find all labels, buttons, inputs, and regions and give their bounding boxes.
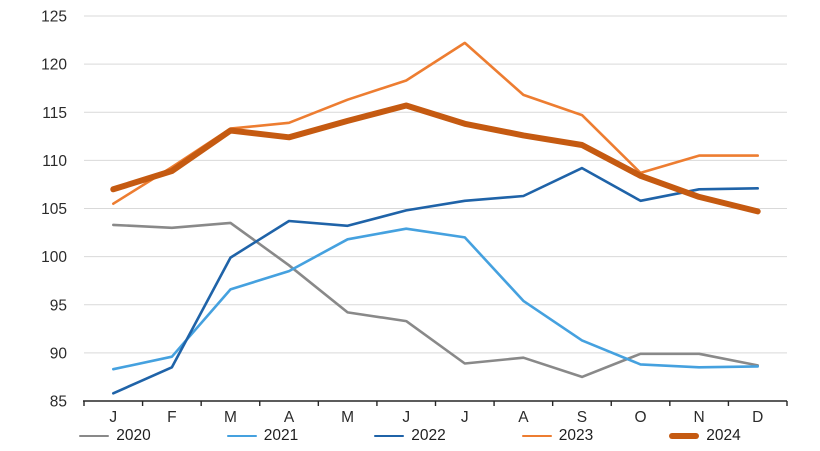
x-axis-month-label: A <box>284 409 295 424</box>
legend-label: 2021 <box>263 427 299 445</box>
x-axis-month-label: M <box>224 409 237 424</box>
legend-item-2022: 2022 <box>374 427 446 445</box>
y-axis-tick-label: 90 <box>50 345 68 362</box>
legend-label: 2020 <box>116 427 151 445</box>
legend-item-2021: 2021 <box>226 427 299 445</box>
y-axis-tick-label: 85 <box>50 394 67 411</box>
y-axis-tick-label: 110 <box>42 153 67 170</box>
x-axis-month-label: J <box>109 409 117 424</box>
x-axis-month-label: F <box>167 409 176 424</box>
x-axis-month-label: M <box>341 409 354 424</box>
legend-item-2020: 2020 <box>79 427 151 445</box>
series-line-2022 <box>112 166 760 395</box>
legend-label: 2024 <box>706 427 741 445</box>
legend-swatch-2021 <box>226 434 257 438</box>
x-axis-month-label: J <box>402 409 410 424</box>
legend-swatch-2022 <box>374 434 405 438</box>
legend-label: 2023 <box>558 427 594 445</box>
x-axis-month-label: S <box>577 409 587 424</box>
series-line-2021 <box>112 227 760 371</box>
y-axis-tick-label: 100 <box>41 249 67 266</box>
y-axis-tick-label: 125 <box>41 9 67 26</box>
legend-swatch-2024 <box>669 433 700 439</box>
legend-item-2024: 2024 <box>669 427 741 445</box>
y-axis-tick-label: 120 <box>41 57 67 74</box>
y-axis-tick-label: 105 <box>41 201 67 218</box>
series-line-2024 <box>110 102 761 215</box>
legend-swatch-2020 <box>79 434 110 438</box>
y-axis-tick-label: 95 <box>50 297 67 314</box>
x-axis-month-label: D <box>752 409 763 424</box>
y-axis-tick-label: 115 <box>42 105 67 122</box>
legend-item-2023: 2023 <box>521 427 594 445</box>
x-axis-month-label: O <box>635 409 647 424</box>
series-line-2020 <box>112 221 760 379</box>
chart-plot-area: 85 90 95 100 105 110 115 120 125 J F M A M J J A S O N D <box>41 9 788 426</box>
x-axis-month-label: A <box>518 409 529 424</box>
x-axis-month-label: J <box>461 409 469 424</box>
x-axis-month-label: N <box>694 409 705 424</box>
legend-swatch-2023 <box>521 434 552 438</box>
legend-label: 2022 <box>411 427 446 445</box>
series-line-2023 <box>112 41 760 205</box>
chart-legend: 2020 2021 2022 2023 2024 <box>0 422 820 450</box>
